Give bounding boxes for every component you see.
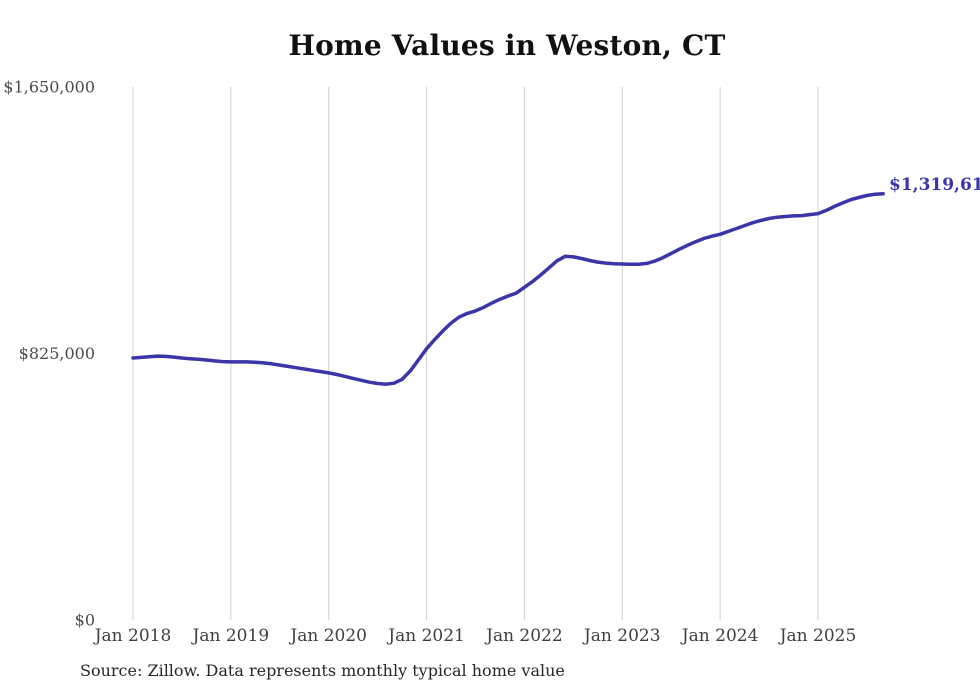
- latest-value-label: $1,319,614: [889, 175, 980, 195]
- x-axis-label: Jan 2023: [582, 626, 661, 646]
- y-axis-label: $1,650,000: [3, 78, 95, 97]
- x-axis-label: Jan 2018: [93, 626, 172, 646]
- x-axis-label: Jan 2025: [778, 626, 857, 646]
- x-axis-label: Jan 2020: [288, 626, 367, 646]
- home-value-line: [131, 191, 885, 386]
- y-axis-label: $825,000: [19, 344, 95, 363]
- x-axis-label: Jan 2024: [680, 626, 759, 646]
- source-note: Source: Zillow. Data represents monthly …: [80, 661, 565, 680]
- y-axis-label: $0: [75, 611, 95, 630]
- chart-title: Home Values in Weston, CT: [288, 29, 726, 62]
- x-axis-label: Jan 2021: [386, 626, 465, 646]
- x-axis-label: Jan 2019: [191, 626, 270, 646]
- x-axis-label: Jan 2022: [484, 626, 563, 646]
